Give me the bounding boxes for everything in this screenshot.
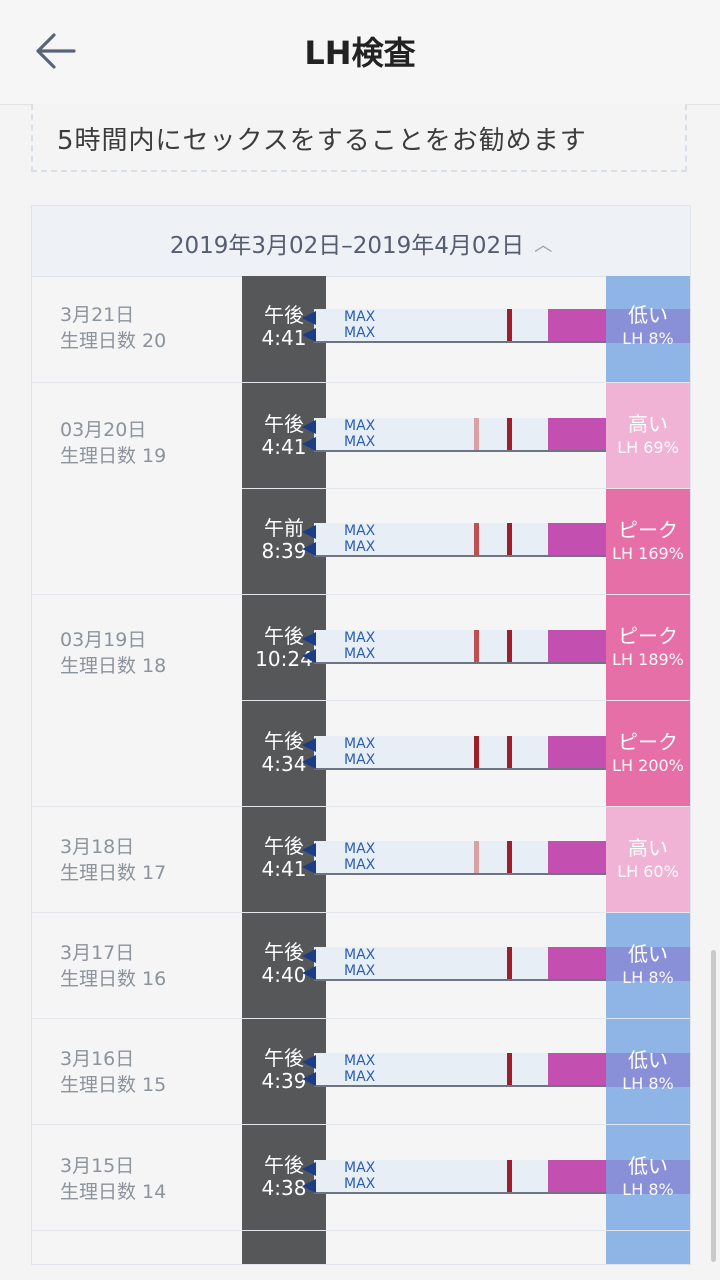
arrow-icon bbox=[302, 437, 316, 451]
lh-level-badge: 高い LH 69% bbox=[606, 383, 690, 489]
arrow-icon bbox=[302, 966, 316, 980]
lh-level-badge: 低い LH 8% bbox=[606, 1125, 690, 1231]
test-time: 午後 4:41 bbox=[261, 303, 307, 350]
test-time: 午後 4:41 bbox=[261, 834, 307, 881]
lh-level-badge: 高い LH 60% bbox=[606, 807, 690, 913]
test-row[interactable]: 午後 4:34 MAX MAX ピーク LH 200% bbox=[32, 701, 690, 807]
control-line bbox=[507, 309, 512, 341]
lh-level-badge: ピーク LH 189% bbox=[606, 595, 690, 701]
test-time: 午後 4:41 bbox=[261, 412, 307, 459]
app-header: LH検査 bbox=[0, 0, 720, 105]
strip-handle bbox=[548, 523, 606, 555]
test-row[interactable]: 3月16日 生理日数 15 午後 4:39 MAX MAX 低い LH 8% bbox=[32, 1019, 690, 1125]
strip-handle bbox=[548, 947, 606, 979]
strip-handle bbox=[548, 418, 606, 450]
arrow-icon bbox=[302, 949, 316, 963]
arrow-icon bbox=[302, 755, 316, 769]
lh-level-badge: 低い LH 8% bbox=[606, 276, 690, 382]
arrow-icon bbox=[302, 1072, 316, 1086]
row-date: 3月15日 生理日数 14 bbox=[60, 1155, 167, 1203]
arrow-icon bbox=[302, 1162, 316, 1176]
test-time: 午後 4:34 bbox=[261, 729, 307, 776]
recommendation-note: 5時間内にセックスをすることをお勧めます bbox=[31, 104, 687, 172]
control-line bbox=[507, 1160, 512, 1192]
row-date: 3月18日 生理日数 17 bbox=[60, 836, 167, 884]
test-line bbox=[474, 736, 479, 768]
test-time: 午後 4:40 bbox=[261, 940, 307, 987]
test-strip: MAX MAX bbox=[302, 947, 606, 981]
row-date: 3月21日 生理日数 20 bbox=[60, 304, 167, 352]
arrow-icon bbox=[302, 1055, 316, 1069]
control-line bbox=[507, 841, 512, 873]
arrow-icon bbox=[302, 542, 316, 556]
chevron-up-icon: ︿ bbox=[534, 235, 553, 256]
strip-handle bbox=[548, 309, 606, 341]
control-line bbox=[507, 418, 512, 450]
control-line bbox=[507, 947, 512, 979]
strip-handle bbox=[548, 1160, 606, 1192]
strip-handle bbox=[548, 630, 606, 662]
arrow-icon bbox=[302, 843, 316, 857]
row-date: 3月17日 生理日数 16 bbox=[60, 942, 167, 990]
test-row[interactable]: 03月19日 生理日数 18 午後 10:24 MAX MAX ピーク LH 189% bbox=[32, 595, 690, 701]
test-time: 午後 4:39 bbox=[261, 1046, 307, 1093]
test-strip: MAX MAX bbox=[302, 309, 606, 343]
lh-level-badge: ピーク LH 200% bbox=[606, 701, 690, 807]
arrow-icon bbox=[302, 649, 316, 663]
strip-handle bbox=[548, 736, 606, 768]
strip-handle bbox=[548, 1053, 606, 1085]
test-strip: MAX MAX bbox=[302, 418, 606, 452]
arrow-icon bbox=[302, 860, 316, 874]
arrow-icon bbox=[302, 738, 316, 752]
test-line bbox=[474, 630, 479, 662]
row-date: 3月16日 生理日数 15 bbox=[60, 1048, 167, 1096]
test-time: 午後 10:24 bbox=[255, 624, 313, 671]
lh-level-badge: 低い LH 8% bbox=[606, 913, 690, 1019]
arrow-icon bbox=[302, 525, 316, 539]
scrollbar[interactable] bbox=[711, 950, 716, 1262]
test-row[interactable]: 03月20日 生理日数 19 午後 4:41 MAX MAX 高い LH 69% bbox=[32, 383, 690, 489]
test-strip: MAX MAX bbox=[302, 630, 606, 664]
test-row[interactable]: 午前 8:39 MAX MAX ピーク LH 169% bbox=[32, 489, 690, 595]
test-row[interactable]: 3月18日 生理日数 17 午後 4:41 MAX MAX 高い LH 60% bbox=[32, 807, 690, 913]
control-line bbox=[507, 523, 512, 555]
test-row[interactable]: 3月21日 生理日数 20 午後 4:41 MAX MAX 低い LH 8% bbox=[32, 276, 690, 382]
date-range-label: 2019年3月02日–2019年4月02日 bbox=[169, 233, 525, 259]
test-time: 午後 4:38 bbox=[261, 1153, 307, 1200]
control-line bbox=[507, 1053, 512, 1085]
test-row[interactable]: 3月17日 生理日数 16 午後 4:40 MAX MAX 低い LH 8% bbox=[32, 913, 690, 1019]
test-strip: MAX MAX bbox=[302, 1053, 606, 1087]
test-line bbox=[474, 841, 479, 873]
control-line bbox=[507, 630, 512, 662]
test-strip: MAX MAX bbox=[302, 736, 606, 770]
test-line bbox=[474, 418, 479, 450]
test-line bbox=[474, 523, 479, 555]
test-time: 午前 8:39 bbox=[261, 516, 307, 563]
back-arrow-icon[interactable] bbox=[30, 26, 80, 76]
row-date: 03月19日 生理日数 18 bbox=[60, 629, 167, 677]
recommendation-text: 5時間内にセックスをすることをお勧めます bbox=[57, 126, 587, 156]
control-line bbox=[507, 736, 512, 768]
test-row[interactable]: 3月15日 生理日数 14 午後 4:38 MAX MAX 低い LH 8% bbox=[32, 1125, 690, 1231]
arrow-icon bbox=[302, 420, 316, 434]
date-range-selector[interactable]: 2019年3月02日–2019年4月02日 ︿ bbox=[32, 206, 690, 277]
arrow-icon bbox=[302, 1179, 316, 1193]
arrow-icon bbox=[302, 328, 316, 342]
test-strip: MAX MAX bbox=[302, 1160, 606, 1194]
page-title: LH検査 bbox=[304, 34, 416, 72]
lh-level-badge: 低い LH 8% bbox=[606, 1019, 690, 1125]
row-date: 03月20日 生理日数 19 bbox=[60, 419, 167, 467]
lh-level-badge: ピーク LH 169% bbox=[606, 489, 690, 595]
strip-handle bbox=[548, 841, 606, 873]
arrow-icon bbox=[302, 632, 316, 646]
test-history-card: 2019年3月02日–2019年4月02日 ︿ 3月21日 生理日数 20 午後 4:… bbox=[31, 205, 691, 1265]
test-strip: MAX MAX bbox=[302, 523, 606, 557]
arrow-icon bbox=[302, 311, 316, 325]
test-strip: MAX MAX bbox=[302, 841, 606, 875]
